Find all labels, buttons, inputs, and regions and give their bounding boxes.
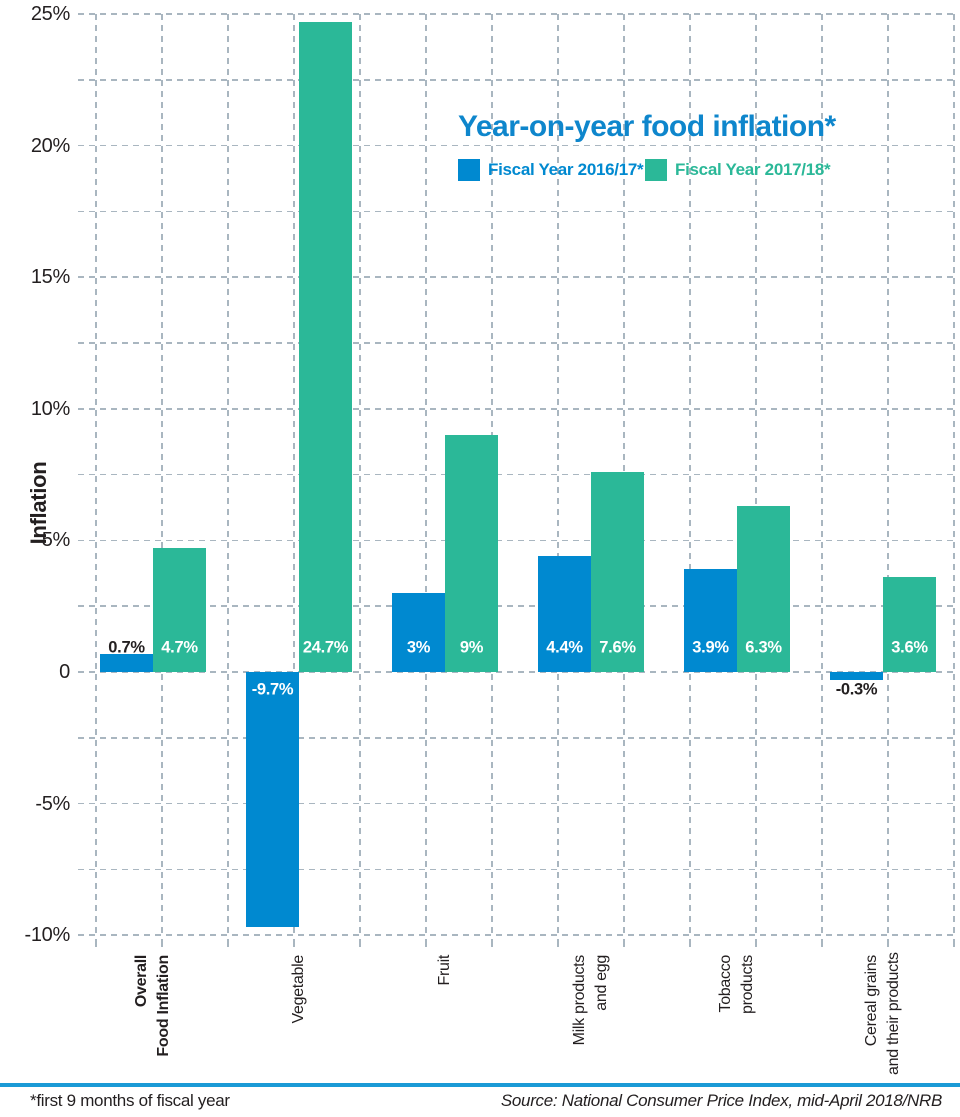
chart-title: Year-on-year food inflation* bbox=[458, 110, 836, 143]
bar-fiscal-year-2017-18- bbox=[445, 435, 498, 672]
axis-tick-bottom bbox=[821, 939, 823, 948]
gridline-vertical bbox=[755, 14, 757, 936]
gridline-vertical bbox=[953, 14, 955, 936]
axis-tick-bottom bbox=[557, 939, 559, 948]
axis-tick-bottom bbox=[755, 939, 757, 948]
bar-fiscal-year-2016-17- bbox=[830, 672, 883, 680]
category-label: Fruit bbox=[436, 955, 453, 986]
bar-fiscal-year-2016-17- bbox=[684, 569, 737, 672]
axis-tick-bottom bbox=[161, 939, 163, 948]
gridline-horizontal bbox=[78, 13, 953, 15]
y-tick-label: -5% bbox=[35, 792, 70, 815]
axis-tick-bottom bbox=[887, 939, 889, 948]
bar-value-label: 0.7% bbox=[108, 638, 145, 657]
y-tick-label: 10% bbox=[30, 397, 70, 420]
category-label: Tobacco products bbox=[717, 955, 756, 1014]
bar-value-label: 6.3% bbox=[745, 638, 782, 657]
bar-value-label: 24.7% bbox=[302, 638, 349, 657]
bar-value-label: 3% bbox=[406, 638, 431, 657]
legend-item-fy2016-17: Fiscal Year 2016/17* bbox=[458, 159, 644, 181]
y-tick-label: 25% bbox=[30, 3, 70, 26]
gridline-vertical bbox=[425, 14, 427, 936]
gridline-vertical bbox=[887, 14, 889, 936]
gridline-horizontal bbox=[78, 539, 953, 542]
legend-label: Fiscal Year 2016/17* bbox=[488, 160, 644, 179]
footnote: *first 9 months of fiscal year bbox=[30, 1091, 230, 1110]
gridline-horizontal bbox=[78, 144, 953, 147]
gridline-vertical bbox=[293, 14, 295, 936]
bar-value-label: 4.7% bbox=[161, 638, 198, 657]
bar-value-label: -0.3% bbox=[835, 680, 878, 699]
bar-fiscal-year-2017-18- bbox=[299, 21, 352, 672]
category-label: Cereal grains and their products bbox=[863, 952, 902, 1075]
bar-value-label: 3.9% bbox=[692, 638, 729, 657]
footer-divider-line bbox=[0, 1083, 960, 1087]
category-label: Vegetable bbox=[290, 955, 307, 1024]
y-tick-label: 0 bbox=[59, 661, 70, 683]
axis-tick-bottom bbox=[491, 939, 493, 948]
gridline-horizontal bbox=[78, 868, 953, 871]
bar-fiscal-year-2016-17- bbox=[538, 556, 591, 672]
gridline-horizontal bbox=[78, 473, 953, 476]
axis-tick-bottom bbox=[689, 939, 691, 948]
bar-value-label: 4.4% bbox=[546, 638, 583, 657]
axis-tick-bottom bbox=[227, 939, 229, 948]
axis-tick-bottom bbox=[425, 939, 427, 948]
y-tick-label: 20% bbox=[30, 134, 70, 157]
gridline-vertical bbox=[95, 14, 97, 936]
axis-tick-bottom bbox=[953, 939, 955, 948]
legend-swatch-blue bbox=[458, 159, 480, 181]
gridline-vertical bbox=[821, 14, 823, 936]
gridline-vertical bbox=[161, 14, 163, 936]
source-credit: Source: National Consumer Price Index, m… bbox=[500, 1091, 942, 1110]
bar-fiscal-year-2017-18- bbox=[883, 577, 936, 672]
y-axis-title: Inflation bbox=[26, 461, 51, 545]
gridline-horizontal bbox=[78, 276, 953, 279]
gridline-horizontal bbox=[78, 407, 953, 410]
gridline-horizontal bbox=[78, 802, 953, 805]
gridline-horizontal bbox=[78, 342, 953, 344]
bar-value-label: -9.7% bbox=[251, 680, 294, 699]
bar-fiscal-year-2016-17- bbox=[246, 672, 299, 928]
axis-tick-bottom bbox=[359, 939, 361, 948]
bar-fiscal-year-2017-18- bbox=[737, 506, 790, 672]
gridline-horizontal bbox=[78, 671, 953, 673]
gridline-horizontal bbox=[78, 934, 953, 936]
bar-fiscal-year-2016-17- bbox=[100, 653, 153, 672]
gridline-vertical bbox=[689, 14, 691, 936]
y-tick-label: 5% bbox=[41, 529, 71, 552]
gridline-vertical bbox=[557, 14, 559, 936]
gridline-horizontal bbox=[78, 736, 953, 739]
category-label: Overall Food Inflation bbox=[133, 955, 172, 1057]
legend-item-fy2017-18: Fiscal Year 2017/18* bbox=[645, 159, 831, 181]
gridline-horizontal bbox=[78, 79, 953, 81]
bar-value-label: 3.6% bbox=[891, 638, 928, 657]
y-tick-label: -10% bbox=[24, 924, 71, 947]
bar-value-label: 9% bbox=[459, 638, 484, 657]
axis-tick-bottom bbox=[95, 939, 97, 948]
bar-fiscal-year-2016-17- bbox=[392, 593, 445, 672]
gridline-horizontal bbox=[78, 605, 953, 608]
bar-fiscal-year-2017-18- bbox=[591, 471, 644, 672]
legend-label: Fiscal Year 2017/18* bbox=[675, 160, 831, 179]
gridline-vertical bbox=[359, 14, 361, 936]
gridline-horizontal bbox=[78, 210, 953, 213]
bar-value-label: 7.6% bbox=[599, 638, 636, 657]
axis-tick-bottom bbox=[623, 939, 625, 948]
category-label: Milk products and egg bbox=[571, 955, 610, 1046]
y-tick-label: 15% bbox=[30, 266, 70, 289]
bar-fiscal-year-2017-18- bbox=[153, 548, 206, 672]
legend-swatch-green bbox=[645, 159, 667, 181]
axis-tick-bottom bbox=[293, 939, 295, 948]
gridline-vertical bbox=[227, 14, 229, 936]
